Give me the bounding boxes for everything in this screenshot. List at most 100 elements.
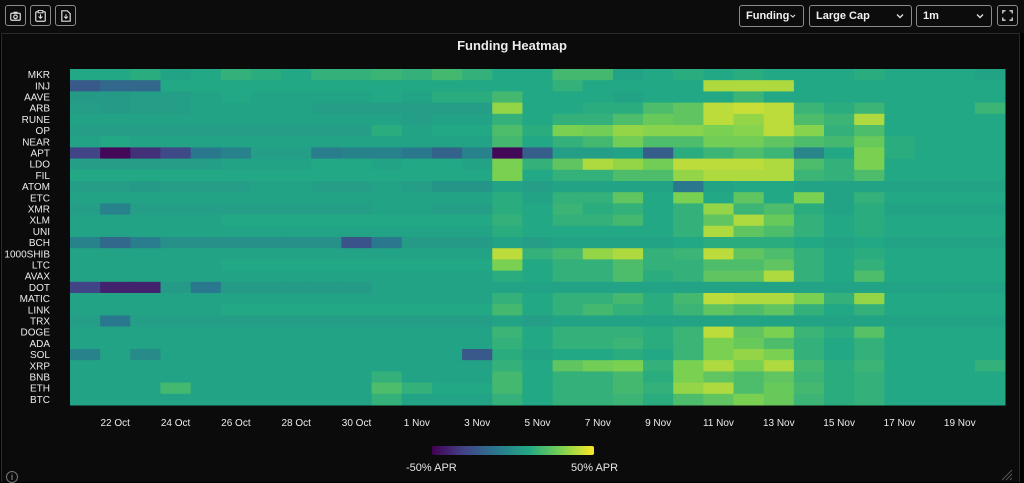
heatmap-cell[interactable] (643, 326, 674, 339)
heatmap-cell[interactable] (884, 259, 916, 272)
heatmap-cell[interactable] (371, 371, 403, 384)
info-icon[interactable]: i (6, 471, 18, 483)
heatmap-cell[interactable] (492, 91, 523, 104)
heatmap-cell[interactable] (190, 293, 222, 305)
heatmap-cell[interactable] (401, 181, 433, 193)
heatmap-cell[interactable] (462, 293, 493, 305)
heatmap-cell[interactable] (311, 203, 342, 216)
heatmap-cell[interactable] (250, 147, 282, 160)
heatmap-cell[interactable] (914, 192, 946, 204)
heatmap-cell[interactable] (341, 91, 373, 104)
heatmap-cell[interactable] (462, 382, 493, 395)
heatmap-cell[interactable] (492, 349, 523, 361)
heatmap-cell[interactable] (974, 315, 1006, 328)
heatmap-cell[interactable] (703, 337, 735, 350)
heatmap-cell[interactable] (643, 192, 674, 204)
heatmap-cell[interactable] (643, 281, 674, 294)
resize-handle-icon[interactable] (1000, 469, 1014, 481)
heatmap-cell[interactable] (884, 248, 916, 260)
heatmap-cell[interactable] (431, 147, 463, 160)
heatmap-cell[interactable] (431, 158, 463, 171)
heatmap-cell[interactable] (582, 136, 614, 148)
heatmap-cell[interactable] (643, 158, 674, 171)
heatmap-cell[interactable] (763, 102, 795, 115)
heatmap-cell[interactable] (160, 237, 192, 249)
heatmap-cell[interactable] (401, 248, 433, 260)
heatmap-cell[interactable] (522, 382, 554, 395)
heatmap-cell[interactable] (703, 203, 735, 216)
heatmap-cell[interactable] (884, 293, 916, 305)
heatmap-cell[interactable] (462, 270, 493, 283)
heatmap-cell[interactable] (733, 326, 765, 339)
heatmap-cell[interactable] (401, 360, 433, 372)
heatmap-cell[interactable] (552, 293, 584, 305)
heatmap-cell[interactable] (824, 293, 855, 305)
heatmap-cell[interactable] (341, 281, 373, 294)
heatmap-cell[interactable] (643, 125, 674, 137)
heatmap-cell[interactable] (250, 192, 282, 204)
heatmap-cell[interactable] (130, 382, 161, 395)
heatmap-cell[interactable] (160, 158, 192, 171)
heatmap-cell[interactable] (944, 192, 976, 204)
heatmap-cell[interactable] (100, 214, 131, 227)
heatmap-cell[interactable] (492, 281, 523, 294)
heatmap-cell[interactable] (612, 304, 644, 316)
heatmap-cell[interactable] (974, 181, 1006, 193)
heatmap-cell[interactable] (612, 293, 644, 305)
heatmap-cell[interactable] (824, 181, 855, 193)
heatmap-cell[interactable] (854, 304, 885, 316)
heatmap-cell[interactable] (612, 80, 644, 92)
heatmap-cell[interactable] (70, 136, 101, 148)
heatmap-cell[interactable] (190, 270, 222, 283)
heatmap-cell[interactable] (612, 337, 644, 350)
heatmap-cell[interactable] (190, 382, 222, 395)
heatmap-cell[interactable] (492, 237, 523, 249)
heatmap-cell[interactable] (100, 259, 131, 272)
heatmap-cell[interactable] (281, 371, 312, 384)
heatmap-cell[interactable] (673, 360, 704, 372)
heatmap-cell[interactable] (914, 326, 946, 339)
heatmap-cell[interactable] (130, 360, 161, 372)
heatmap-cell[interactable] (220, 192, 252, 204)
heatmap-cell[interactable] (341, 80, 373, 92)
heatmap-cell[interactable] (673, 69, 704, 81)
heatmap-cell[interactable] (130, 237, 161, 249)
heatmap-cell[interactable] (371, 270, 403, 283)
heatmap-cell[interactable] (582, 382, 614, 395)
heatmap-cell[interactable] (733, 136, 765, 148)
heatmap-cell[interactable] (190, 147, 222, 160)
heatmap-cell[interactable] (914, 113, 946, 126)
heatmap-cell[interactable] (160, 181, 192, 193)
heatmap-cell[interactable] (492, 214, 523, 227)
heatmap-cell[interactable] (703, 69, 735, 81)
heatmap-cell[interactable] (612, 169, 644, 182)
heatmap-cell[interactable] (522, 113, 554, 126)
heatmap-cell[interactable] (884, 169, 916, 182)
heatmap-cell[interactable] (974, 125, 1006, 137)
heatmap-cell[interactable] (673, 192, 704, 204)
heatmap-cell[interactable] (130, 349, 161, 361)
heatmap-cell[interactable] (371, 304, 403, 316)
heatmap-cell[interactable] (944, 158, 976, 171)
heatmap-cell[interactable] (341, 158, 373, 171)
heatmap-cell[interactable] (431, 360, 463, 372)
heatmap-cell[interactable] (884, 158, 916, 171)
heatmap-cell[interactable] (643, 259, 674, 272)
heatmap-cell[interactable] (190, 315, 222, 328)
heatmap-cell[interactable] (190, 192, 222, 204)
heatmap-cell[interactable] (220, 158, 252, 171)
heatmap-cell[interactable] (190, 225, 222, 238)
heatmap-cell[interactable] (763, 214, 795, 227)
heatmap-cell[interactable] (703, 181, 735, 193)
heatmap-cell[interactable] (974, 304, 1006, 316)
heatmap-cell[interactable] (190, 125, 222, 137)
heatmap-cell[interactable] (582, 203, 614, 216)
heatmap-cell[interactable] (522, 259, 554, 272)
heatmap-cell[interactable] (522, 281, 554, 294)
heatmap-cell[interactable] (220, 270, 252, 283)
heatmap-cell[interactable] (763, 371, 795, 384)
heatmap-cell[interactable] (130, 270, 161, 283)
heatmap-cell[interactable] (462, 214, 493, 227)
heatmap-cell[interactable] (462, 192, 493, 204)
heatmap-cell[interactable] (401, 371, 433, 384)
